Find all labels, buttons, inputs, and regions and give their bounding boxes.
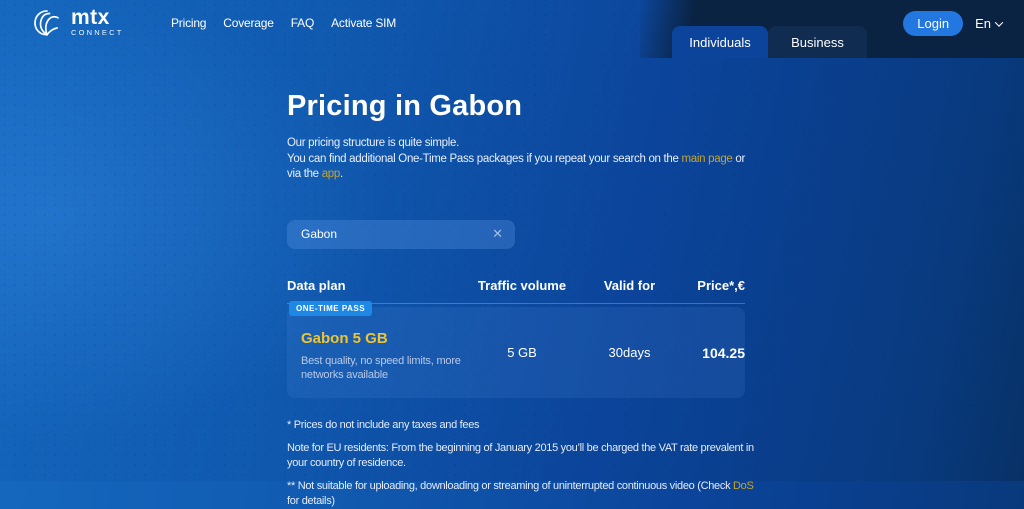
brand-wordmark: mtx CONNECT	[71, 5, 124, 37]
intro-line-2-prefix: You can find additional One-Time Pass pa…	[287, 152, 682, 165]
country-search-input[interactable]	[287, 227, 489, 241]
main-page-link[interactable]: main page	[681, 152, 733, 165]
brand-logo[interactable]: mtx CONNECT	[30, 5, 123, 39]
audience-tabs: Individuals Business	[672, 26, 867, 58]
one-time-pass-badge: ONE-TIME PASS	[289, 300, 373, 316]
plan-row-card: ONE-TIME PASS Gabon 5 GB Best quality, n…	[287, 300, 745, 398]
page-title: Pricing in Gabon	[287, 90, 523, 122]
footnote-streaming-prefix: ** Not suitable for uploading, downloadi…	[287, 479, 734, 492]
plan-validity-value: 30days	[608, 345, 651, 360]
intro-line-2: You can find additional One-Time Pass pa…	[287, 152, 747, 183]
language-label: En	[975, 16, 991, 31]
nav-item-faq[interactable]: FAQ	[290, 16, 315, 30]
chevron-down-icon	[994, 17, 1004, 27]
footnotes: * Prices do not include any taxes and fe…	[287, 418, 761, 509]
login-button[interactable]: Login	[903, 11, 964, 36]
plan-traffic-value: 5 GB	[507, 345, 537, 360]
brand-name: mtx	[71, 5, 110, 29]
tab-business[interactable]: Business	[768, 26, 867, 58]
footnote-eu-vat: Note for EU residents: From the beginnin…	[287, 441, 754, 469]
main-content: Pricing in Gabon Our pricing structure i…	[287, 58, 755, 509]
top-bar: mtx CONNECT Pricing Coverage FAQ Activat…	[0, 0, 1024, 58]
app-link[interactable]: app	[321, 168, 341, 180]
country-search-box: ✕	[287, 219, 515, 249]
intro-line-2-suffix: .	[339, 168, 343, 180]
intro-line-2-middle: or via the	[287, 152, 746, 181]
brand-subname: CONNECT	[71, 27, 124, 37]
col-header-price: Price*,€	[697, 277, 745, 293]
footnote-streaming-suffix: for details)	[287, 494, 335, 507]
plan-info-cell: Gabon 5 GB Best quality, no speed limits…	[301, 324, 467, 382]
plan-row-grid: Gabon 5 GB Best quality, no speed limits…	[301, 324, 745, 382]
language-selector[interactable]: En	[975, 16, 1004, 31]
plan-price-value: 104.25	[702, 344, 745, 361]
footnote-streaming: ** Not suitable for uploading, downloadi…	[287, 479, 761, 509]
tab-individuals[interactable]: Individuals	[672, 26, 768, 58]
nav-item-coverage[interactable]: Coverage	[223, 16, 274, 30]
intro-text: Our pricing structure is quite simple. Y…	[287, 136, 747, 183]
footnote-taxes: * Prices do not include any taxes and fe…	[287, 418, 480, 431]
plan-name-link[interactable]: Gabon 5 GB	[301, 329, 388, 347]
col-header-valid-for: Valid for	[603, 277, 656, 293]
intro-line-1: Our pricing structure is quite simple.	[287, 137, 460, 149]
pricing-table-header: Data plan Traffic volume Valid for Price…	[287, 278, 745, 304]
main-nav: Pricing Coverage FAQ Activate SIM	[171, 16, 396, 30]
col-header-data-plan: Data plan	[287, 277, 346, 293]
plan-description: Best quality, no speed limits, more netw…	[301, 354, 461, 381]
nav-item-pricing[interactable]: Pricing	[171, 16, 207, 30]
dos-link[interactable]: DoS	[733, 479, 754, 492]
nav-item-activate-sim[interactable]: Activate SIM	[331, 16, 397, 30]
auth-area: Login En	[903, 11, 1004, 36]
clear-search-icon[interactable]: ✕	[492, 226, 503, 241]
mtx-logo-icon	[34, 10, 59, 36]
col-header-traffic-volume: Traffic volume	[477, 277, 567, 293]
